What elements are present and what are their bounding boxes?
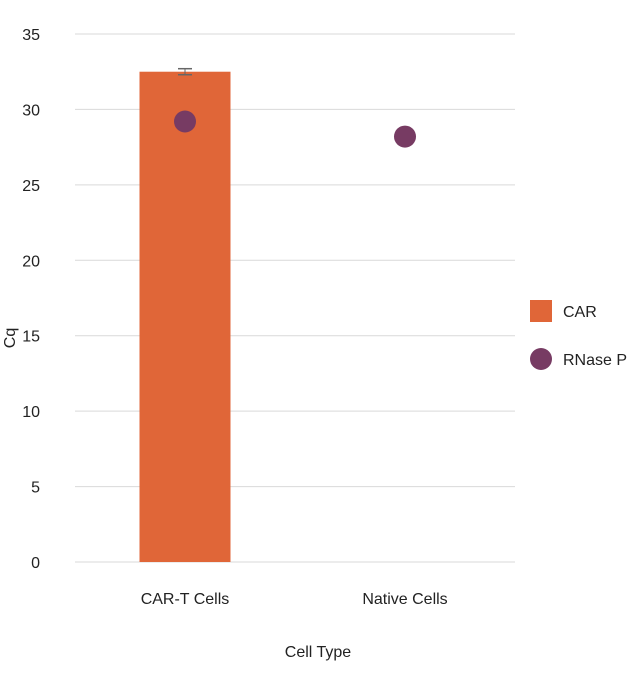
x-axis-label: Cell Type [285, 644, 352, 661]
y-tick-label: 20 [22, 253, 40, 270]
data-point [394, 125, 416, 148]
bar [139, 71, 231, 562]
y-tick-label: 0 [31, 555, 40, 572]
y-tick-label: 25 [22, 178, 40, 195]
y-tick-label: 10 [22, 404, 40, 421]
y-tick-labels: 0 5 10 15 20 25 30 35 [22, 27, 40, 572]
data-marks [139, 67, 416, 562]
legend-swatch [530, 300, 552, 322]
y-tick-label: 5 [31, 480, 40, 497]
legend-label: RNase P [563, 352, 627, 369]
y-tick-label: 35 [22, 27, 40, 44]
x-tick-label: CAR-T Cells [141, 591, 230, 608]
data-point [174, 110, 196, 133]
legend-swatch [530, 348, 552, 370]
y-tick-label: 15 [22, 329, 40, 346]
y-axis-label: Cq [2, 328, 19, 348]
y-tick-label: 30 [22, 102, 40, 119]
legend: CAR RNase P [530, 300, 627, 370]
legend-label: CAR [563, 304, 597, 321]
x-tick-labels: CAR-T Cells Native Cells [141, 591, 448, 608]
x-tick-label: Native Cells [362, 591, 447, 608]
